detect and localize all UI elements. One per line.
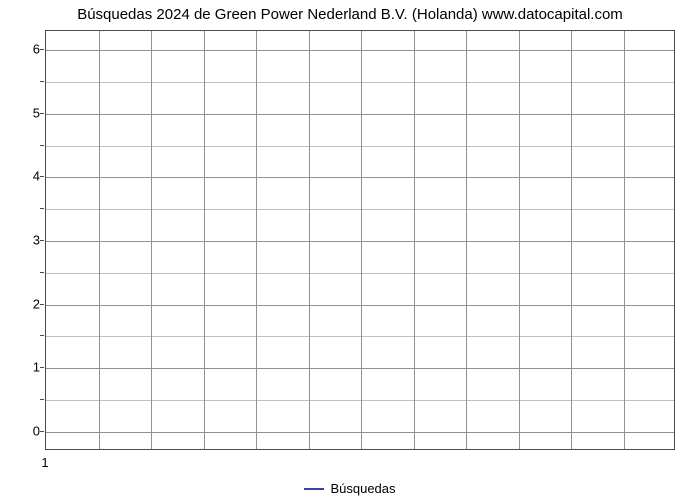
grid-line-h: [46, 305, 674, 306]
grid-line-h: [46, 368, 674, 369]
y-tick-label: 0: [0, 423, 40, 438]
grid-line-h-minor: [46, 82, 674, 83]
chart-title: Búsquedas 2024 de Green Power Nederland …: [0, 6, 700, 23]
grid-line-v: [151, 31, 152, 449]
grid-line-h-minor: [46, 336, 674, 337]
grid-line-h-minor: [46, 400, 674, 401]
grid-line-v: [571, 31, 572, 449]
grid-line-h: [46, 50, 674, 51]
y-tick-label: 4: [0, 169, 40, 184]
legend-label: Búsquedas: [330, 481, 395, 496]
chart-container: Búsquedas 2024 de Green Power Nederland …: [0, 0, 700, 500]
grid-line-v: [99, 31, 100, 449]
grid-line-v: [361, 31, 362, 449]
y-tick-label: 2: [0, 296, 40, 311]
legend-swatch: [304, 488, 324, 490]
grid-line-h: [46, 432, 674, 433]
y-tick-mark: [40, 81, 44, 82]
grid-line-h: [46, 114, 674, 115]
grid-line-v: [256, 31, 257, 449]
grid-line-v: [204, 31, 205, 449]
y-tick-mark: [40, 145, 44, 146]
y-tick-label: 6: [0, 42, 40, 57]
grid-line-v: [309, 31, 310, 449]
grid-line-h: [46, 241, 674, 242]
grid-line-h-minor: [46, 273, 674, 274]
y-tick-mark: [40, 431, 44, 432]
legend: Búsquedas: [0, 480, 700, 496]
y-tick-mark: [40, 335, 44, 336]
y-tick-mark: [40, 367, 44, 368]
y-tick-mark: [40, 240, 44, 241]
grid-line-v: [519, 31, 520, 449]
y-tick-label: 5: [0, 105, 40, 120]
plot-area: [45, 30, 675, 450]
y-tick-mark: [40, 208, 44, 209]
y-tick-mark: [40, 304, 44, 305]
y-tick-mark: [40, 272, 44, 273]
y-tick-label: 1: [0, 360, 40, 375]
grid-line-h-minor: [46, 209, 674, 210]
x-tick-label: 1: [41, 455, 48, 470]
grid-line-v: [414, 31, 415, 449]
grid-line-v: [466, 31, 467, 449]
grid-line-h-minor: [46, 146, 674, 147]
y-tick-mark: [40, 49, 44, 50]
y-tick-mark: [40, 399, 44, 400]
y-tick-label: 3: [0, 233, 40, 248]
y-tick-mark: [40, 113, 44, 114]
grid-line-v: [624, 31, 625, 449]
grid-line-h: [46, 177, 674, 178]
y-tick-mark: [40, 176, 44, 177]
